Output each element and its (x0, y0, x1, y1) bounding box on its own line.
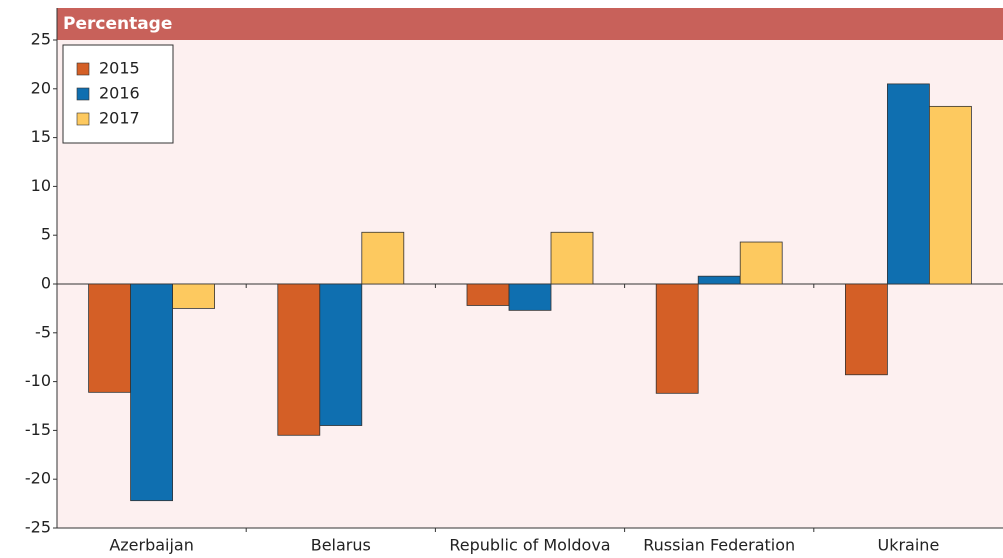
bar (508, 283, 552, 311)
legend-swatch (76, 87, 90, 101)
legend-swatch (76, 62, 90, 76)
bar (319, 283, 363, 426)
y-tick-label: -25 (25, 518, 51, 537)
x-tick-label: Republic of Moldova (449, 536, 610, 555)
x-tick-label: Ukraine (878, 536, 940, 555)
y-tick-label: -10 (25, 371, 51, 390)
y-tick-label: 0 (41, 274, 51, 293)
legend-label: 2016 (99, 84, 140, 103)
bar (887, 83, 930, 285)
y-tick-label: 25 (31, 30, 51, 49)
bar (361, 231, 405, 285)
bar (88, 283, 131, 393)
y-tick-label: -5 (35, 322, 51, 341)
x-tick-label: Azerbaijan (109, 536, 194, 555)
bar (697, 275, 741, 285)
bar (466, 283, 510, 306)
legend-label: 2017 (99, 109, 140, 128)
plot-background (57, 8, 1003, 528)
bar (845, 283, 888, 376)
x-tick-label: Russian Federation (643, 536, 795, 555)
bar (739, 241, 783, 285)
bar (172, 283, 216, 309)
bar (277, 283, 321, 436)
y-tick-label: 15 (31, 127, 51, 146)
legend-label: 2015 (99, 59, 140, 78)
x-tick-label: Belarus (311, 536, 371, 555)
bar (550, 231, 594, 285)
chart-title: Percentage (63, 14, 172, 34)
y-tick-label: -15 (25, 420, 51, 439)
y-tick-label: 5 (41, 225, 51, 244)
legend-swatch (76, 112, 90, 126)
bar (655, 283, 699, 394)
bar (130, 283, 174, 502)
y-tick-label: 10 (31, 176, 51, 195)
y-tick-label: 20 (31, 78, 51, 97)
title-band (57, 8, 1003, 40)
y-tick-label: -20 (25, 469, 51, 488)
bar (929, 105, 972, 285)
